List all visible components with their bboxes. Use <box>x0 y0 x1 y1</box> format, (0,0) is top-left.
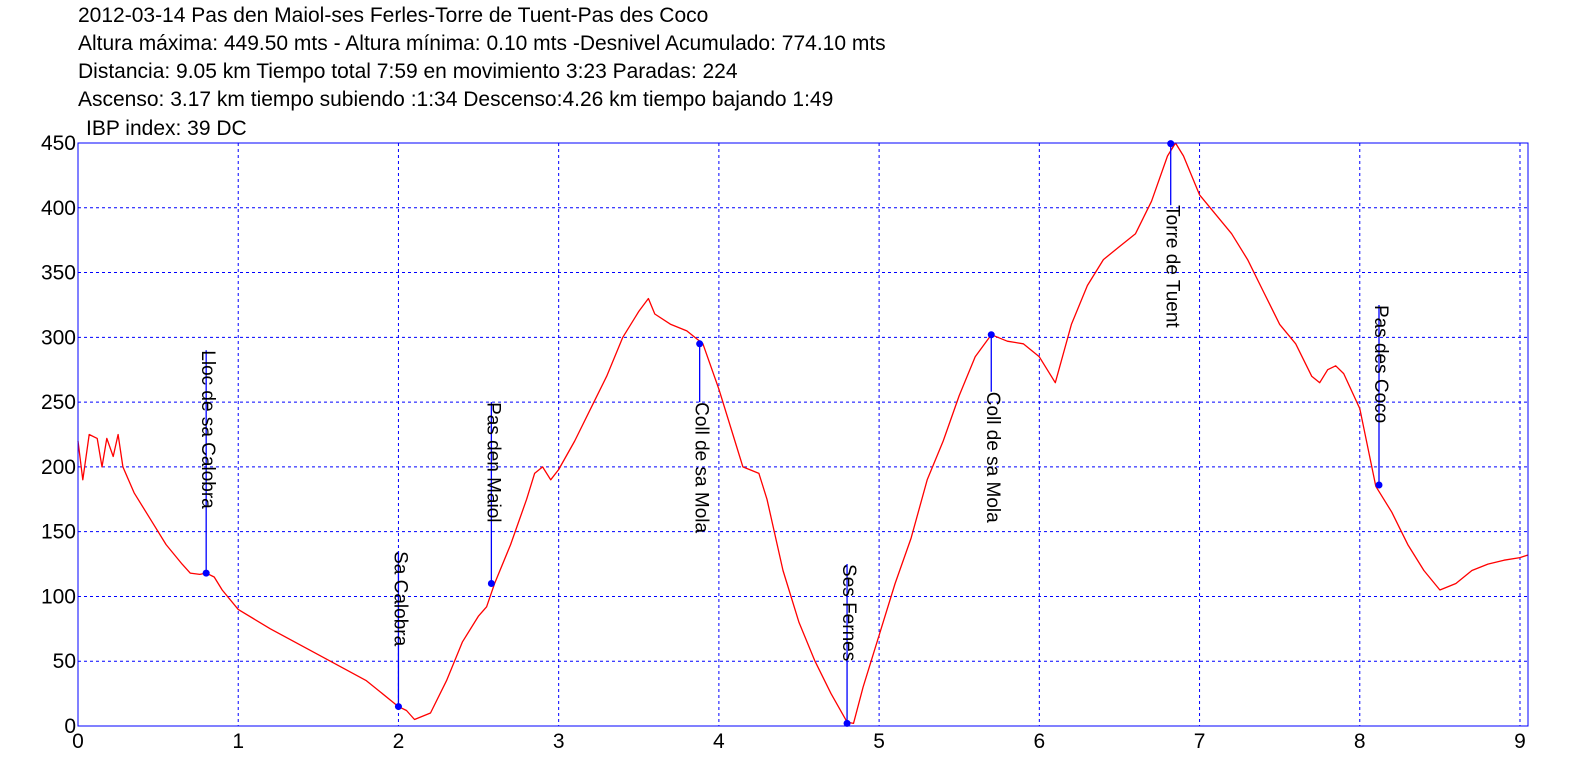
waypoint-label: Pas des Coco <box>1370 305 1391 423</box>
x-tick-label: 4 <box>713 730 725 753</box>
y-tick-label: 350 <box>41 262 76 285</box>
waypoint-marker <box>487 579 495 587</box>
waypoint-label: Coll de sa Mola <box>691 402 712 533</box>
y-tick-label: 0 <box>64 715 76 738</box>
y-tick-label: 450 <box>41 132 76 155</box>
x-tick-label: 7 <box>1194 730 1206 753</box>
waypoint-marker <box>1375 481 1383 489</box>
waypoint-label: Torre de Tuent <box>1162 205 1183 328</box>
waypoint-marker <box>843 719 851 727</box>
y-tick-label: 300 <box>41 326 76 349</box>
chart-frame <box>77 142 1529 727</box>
profile <box>77 142 1529 725</box>
y-tick-label: 50 <box>53 650 76 673</box>
altitude-line: Altura máxima: 449.50 mts - Altura mínim… <box>78 32 886 55</box>
y-tick-label: 200 <box>41 456 76 479</box>
waypoint-label: Coll de sa Mola <box>982 392 1003 523</box>
x-tick-label: 5 <box>873 730 885 753</box>
waypoints: Lloc de sa Calobra Sa Calobra Pas den Maio… <box>197 140 1391 727</box>
elevation-line <box>77 142 1529 725</box>
title-line: 2012-03-14 Pas den Maiol-ses Ferles-Torr… <box>78 4 709 27</box>
grid <box>78 143 1528 726</box>
x-tick-label: 3 <box>553 730 565 753</box>
y-tick-label: 150 <box>41 521 76 544</box>
waypoint-marker <box>1167 140 1175 148</box>
waypoint-marker <box>696 340 704 348</box>
waypoint-marker <box>987 331 995 339</box>
waypoint-marker <box>202 569 210 577</box>
ibp-line: IBP index: 39 DC <box>86 117 247 140</box>
y-tick-label: 100 <box>41 585 76 608</box>
waypoint-label: Lloc de sa Calobra <box>197 350 218 509</box>
waypoint-label: Pas den Maiol <box>482 402 503 522</box>
waypoint-marker <box>394 703 402 711</box>
y-tick-label: 250 <box>41 391 76 414</box>
x-tick-label: 2 <box>393 730 405 753</box>
distance-line: Distancia: 9.05 km Tiempo total 7:59 en … <box>78 60 738 83</box>
tick-labels: 0 1 2 3 4 5 6 7 8 9 0 50 100 150 200 250 300 350 400 450 <box>41 132 1526 753</box>
y-tick-label: 400 <box>41 197 76 220</box>
waypoint-label: Ses Fernes <box>838 564 859 661</box>
x-tick-label: 0 <box>72 730 84 753</box>
x-tick-label: 8 <box>1354 730 1366 753</box>
ascent-line: Ascenso: 3.17 km tiempo subiendo :1:34 D… <box>78 88 834 111</box>
x-tick-label: 9 <box>1514 730 1526 753</box>
header: 2012-03-14 Pas den Maiol-ses Ferles-Torr… <box>78 2 886 114</box>
waypoint-label: Sa Calobra <box>389 551 410 646</box>
x-tick-label: 1 <box>232 730 244 753</box>
x-tick-label: 6 <box>1033 730 1045 753</box>
